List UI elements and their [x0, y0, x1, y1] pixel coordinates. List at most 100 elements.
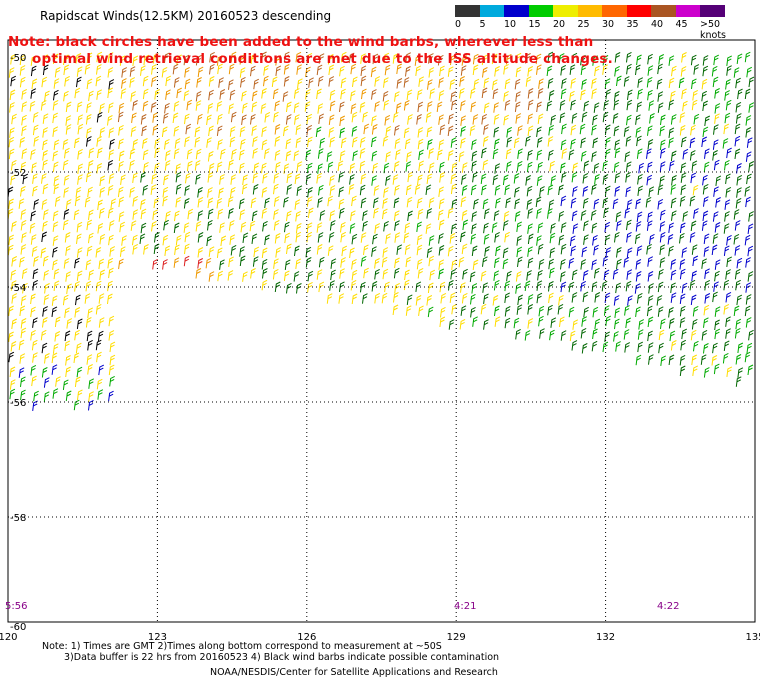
wind-barb: [152, 258, 158, 270]
wind-barb: [109, 341, 116, 353]
wind-barb: [647, 65, 654, 76]
wind-barb: [30, 306, 36, 318]
wind-barb: [689, 150, 696, 161]
wind-barb: [546, 65, 553, 77]
wind-barb: [42, 54, 49, 65]
wind-barb: [659, 231, 666, 243]
wind-barb: [626, 51, 632, 63]
wind-barb: [359, 147, 366, 159]
wind-barb: [65, 124, 72, 135]
wind-barb: [679, 305, 686, 317]
wind-barb: [626, 231, 632, 243]
wind-barb: [164, 138, 170, 150]
wind-barb: [461, 55, 468, 66]
legend-swatch: [528, 5, 553, 17]
wind-barb: [670, 292, 677, 303]
wind-barb: [689, 232, 696, 243]
wind-barb: [536, 137, 543, 148]
wind-barb: [571, 340, 578, 351]
wind-barb: [338, 186, 345, 197]
footer-notes-line1: Note: 1) Times are GMT 2)Times along bot…: [42, 641, 442, 652]
wind-barb: [438, 139, 445, 150]
wind-barb: [450, 137, 457, 148]
wind-barb: [29, 100, 36, 112]
wind-barb: [329, 136, 336, 148]
wind-barb: [184, 136, 190, 147]
wind-barb: [63, 174, 70, 186]
wind-barb: [572, 319, 579, 330]
wind-barb: [635, 64, 641, 76]
wind-barb: [118, 124, 124, 136]
wind-barb: [165, 89, 171, 100]
wind-barb: [85, 171, 92, 183]
wind-barb: [316, 172, 323, 184]
wind-barb: [647, 271, 654, 282]
wind-barb: [680, 66, 687, 77]
wind-barb: [636, 211, 643, 222]
graticule: 120123126129132135-50-52-54-56-58-605:56…: [0, 39, 760, 643]
wind-barb: [98, 258, 105, 270]
wind-barb: [87, 307, 94, 318]
wind-barb: [447, 66, 454, 77]
wind-barb: [206, 114, 212, 126]
wind-barb: [504, 317, 511, 329]
map-title: Rapidscat Winds(12.5KM) 20160523 descend…: [40, 9, 332, 23]
wind-barb: [316, 88, 322, 100]
wind-barb: [74, 257, 80, 269]
wind-barb: [713, 159, 720, 171]
wind-barb: [384, 114, 391, 126]
wind-barb: [96, 51, 103, 63]
wind-barb: [537, 88, 544, 99]
wind-barb: [614, 147, 621, 159]
wind-barb: [559, 99, 566, 111]
wind-barb: [670, 340, 677, 351]
wind-barb: [428, 67, 435, 78]
wind-barb: [736, 257, 743, 269]
wind-barb: [550, 222, 556, 234]
wind-barb: [570, 245, 577, 257]
wind-barb: [132, 243, 139, 255]
wind-barb: [403, 100, 410, 111]
wind-barb: [99, 269, 106, 281]
wind-barb: [407, 171, 414, 183]
wind-barb: [99, 186, 106, 198]
wind-barb: [74, 87, 81, 99]
wind-barb: [65, 271, 72, 282]
wind-barb: [85, 259, 92, 270]
wind-barb: [679, 268, 686, 280]
wind-barb: [87, 339, 93, 351]
wind-barb: [207, 151, 214, 162]
wind-barb: [660, 355, 667, 366]
wind-barb: [362, 111, 368, 123]
wind-barb: [10, 159, 17, 171]
wind-barb: [96, 89, 103, 100]
wind-barb: [659, 175, 666, 186]
wind-barb: [360, 197, 367, 209]
wind-barb: [571, 112, 578, 124]
wind-barb: [374, 268, 380, 280]
wind-barb: [228, 220, 235, 231]
wind-barb: [536, 280, 543, 291]
wind-barb: [527, 233, 534, 245]
wind-barb: [21, 114, 27, 126]
wind-barb: [494, 184, 501, 196]
wind-barb: [594, 292, 601, 303]
wind-barb: [183, 90, 190, 101]
wind-barb: [41, 199, 48, 210]
wind-barb: [33, 135, 40, 147]
wind-barb: [42, 64, 49, 76]
wind-barb: [734, 268, 741, 280]
wind-barb: [482, 256, 488, 267]
wind-barb: [383, 77, 389, 88]
wind-barb: [95, 303, 102, 315]
wind-barb: [506, 161, 512, 172]
wind-barb: [659, 221, 666, 232]
wind-barb: [42, 220, 48, 232]
wind-barb: [449, 233, 456, 244]
wind-barb: [637, 88, 643, 100]
wind-barb: [352, 150, 359, 161]
wind-barb: [30, 55, 37, 66]
wind-barb: [361, 88, 367, 100]
legend-label: 15: [528, 19, 541, 30]
wind-barb: [405, 256, 412, 268]
